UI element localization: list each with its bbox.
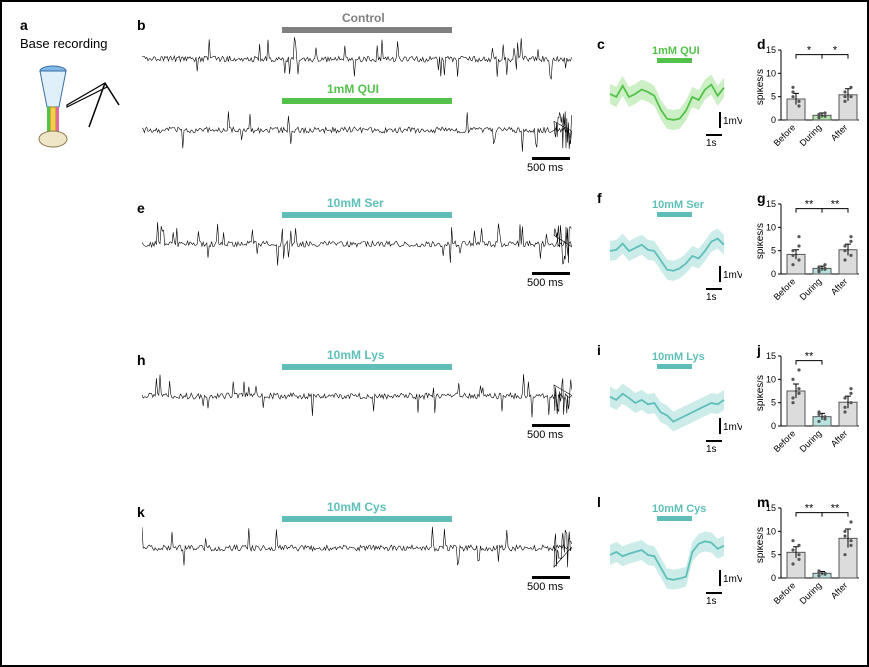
svg-text:10mM Cys: 10mM Cys [652,503,706,515]
svg-text:**: ** [805,351,814,363]
svg-text:During: During [798,428,824,454]
svg-text:10: 10 [766,68,776,78]
trace-e [142,220,572,268]
svg-text:10: 10 [766,526,776,536]
avg-f: 10mM Ser 1mV 1s [602,196,742,306]
bars-m: 0 5 10 15 spikes/s BeforeDuringAfter ** ** [757,500,865,620]
scale-h-text: 500 ms [527,429,563,441]
svg-text:5: 5 [771,550,776,560]
panel-letter-k: k [137,504,145,520]
svg-text:10mM Ser: 10mM Ser [652,199,705,211]
svg-text:During: During [798,122,824,148]
scale-e-text: 500 ms [527,277,563,289]
scale-k [532,576,570,579]
svg-text:5: 5 [771,246,776,256]
svg-text:15: 15 [766,45,776,55]
svg-text:0: 0 [771,573,776,583]
avg-l: 10mM Cys 1mV 1s [602,500,742,610]
svg-text:5: 5 [771,398,776,408]
svg-text:1s: 1s [706,292,717,303]
scale-e [532,272,570,275]
panel-letter-e: e [137,200,145,216]
svg-text:*: * [807,45,812,57]
avg-c: 1mM QUI 1mV 1s [602,42,742,152]
svg-text:**: ** [831,199,840,211]
lys-bar [282,364,452,370]
svg-text:10mM Lys: 10mM Lys [652,351,705,363]
scale-h [532,424,570,427]
panel-a-title: Base recording [20,36,107,51]
svg-text:1mV: 1mV [723,422,742,433]
svg-text:**: ** [805,199,814,211]
svg-text:1s: 1s [706,138,717,149]
scale-b-text: 500 ms [527,162,563,174]
svg-text:Before: Before [772,122,798,148]
avg-i: 10mM Lys 1mV 1s [602,348,742,458]
panel-letter-h: h [137,352,146,368]
svg-text:5: 5 [771,92,776,102]
svg-text:During: During [798,580,824,606]
svg-text:spikes/s: spikes/s [757,223,766,259]
control-bar [282,27,452,33]
svg-text:15: 15 [766,503,776,513]
ser-bar [282,212,452,218]
qui-bar [282,98,452,104]
svg-text:spikes/s: spikes/s [757,375,766,411]
panel-letter-l: l [597,494,601,510]
ser-label: 10mM Ser [327,196,384,210]
svg-text:0: 0 [771,421,776,431]
bars-j: 0 5 10 15 spikes/s BeforeDuringAfter ** [757,348,865,468]
svg-text:1s: 1s [706,596,717,607]
svg-text:0: 0 [771,115,776,125]
bars-g: 0 5 10 15 spikes/s BeforeDuringAfter ** ** [757,196,865,316]
bars-d: 0 5 10 15 spikes/s BeforeDuringAfter * * [757,42,865,162]
trace-h [142,372,572,420]
trace-k [142,524,572,572]
lys-label: 10mM Lys [327,348,385,362]
svg-text:**: ** [805,503,814,515]
control-label: Control [342,11,385,25]
cys-bar [282,516,452,522]
svg-text:1mM QUI: 1mM QUI [652,45,700,57]
panel-letter-f: f [597,190,602,206]
qui-label: 1mM QUI [327,82,379,96]
svg-text:15: 15 [766,351,776,361]
svg-text:1s: 1s [706,444,717,455]
svg-text:15: 15 [766,199,776,209]
trace-b-control [142,35,572,83]
trace-b-qui [142,106,572,154]
svg-text:spikes/s: spikes/s [757,69,766,105]
svg-text:Before: Before [772,428,798,454]
svg-text:1mV: 1mV [723,270,742,281]
svg-text:Before: Before [772,580,798,606]
svg-text:Before: Before [772,276,798,302]
svg-text:10: 10 [766,222,776,232]
svg-text:During: During [798,276,824,302]
svg-text:After: After [829,580,850,601]
svg-text:After: After [829,122,850,143]
cys-label: 10mM Cys [327,500,386,514]
svg-text:After: After [829,428,850,449]
scale-k-text: 500 ms [527,581,563,593]
svg-text:*: * [833,45,838,57]
svg-text:0: 0 [771,269,776,279]
svg-text:**: ** [831,503,840,515]
svg-text:After: After [829,276,850,297]
svg-text:10: 10 [766,374,776,384]
scale-b [532,157,570,160]
panel-letter-b: b [137,17,146,33]
svg-text:1mV: 1mV [723,574,742,585]
svg-text:1mV: 1mV [723,116,742,127]
panel-letter-a: a [20,17,28,33]
panel-letter-i: i [597,342,601,358]
recording-icon [27,57,122,157]
svg-text:spikes/s: spikes/s [757,527,766,563]
